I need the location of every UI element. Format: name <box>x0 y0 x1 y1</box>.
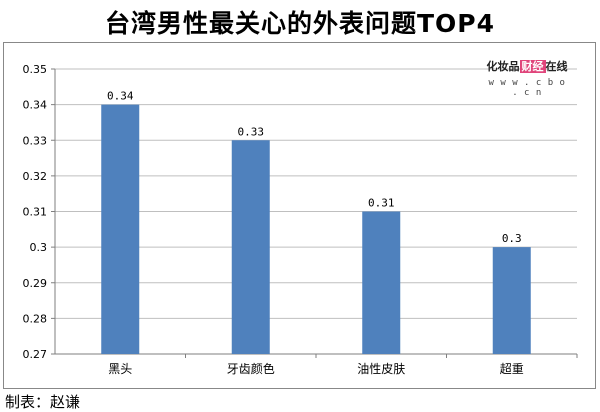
x-category-label: 牙齿颜色 <box>227 361 275 376</box>
y-tick-label: 0.3 <box>30 241 48 254</box>
y-tick-label: 0.29 <box>23 277 48 290</box>
y-tick-label: 0.31 <box>23 206 48 219</box>
data-label: 0.31 <box>368 197 395 210</box>
watermark-suffix: 在线 <box>545 60 568 73</box>
watermark-url: w w w . c b o . c n <box>488 78 566 98</box>
data-label: 0.3 <box>502 232 522 245</box>
y-tick-label: 0.34 <box>23 99 48 112</box>
y-tick-label: 0.27 <box>23 348 48 361</box>
data-label: 0.33 <box>238 125 265 138</box>
watermark-logo: 化妆品 财经 在线 w w w . c b o . c n <box>484 58 570 98</box>
data-label: 0.34 <box>107 90 134 103</box>
y-tick-label: 0.35 <box>23 63 48 76</box>
bar <box>101 104 140 354</box>
watermark-highlight: 财经 <box>519 60 546 73</box>
bar <box>231 140 270 354</box>
y-tick-label: 0.28 <box>23 312 48 325</box>
y-tick-label: 0.33 <box>23 134 48 147</box>
chart-title: 台湾男性最关心的外表问题TOP4 <box>104 9 496 38</box>
bar <box>492 247 531 354</box>
watermark-prefix: 化妆品 <box>486 60 520 73</box>
table-credit: 制表：赵谦 <box>5 393 81 411</box>
x-category-label: 黑头 <box>108 362 132 376</box>
x-category-label: 超重 <box>500 361 524 376</box>
bar <box>362 211 401 354</box>
x-category-label: 油性皮肤 <box>357 361 405 376</box>
y-tick-label: 0.32 <box>23 170 48 183</box>
